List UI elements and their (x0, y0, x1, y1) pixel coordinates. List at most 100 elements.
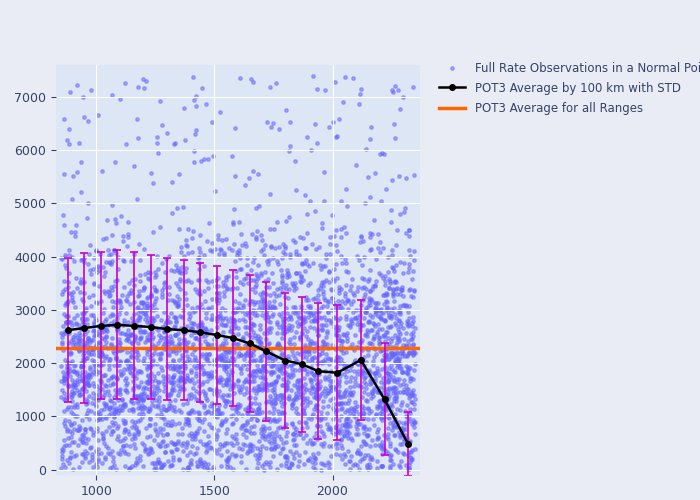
Full Rate Observations in a Normal Point (354, 410, 365, 418)
Full Rate Observations in a Normal Point (183, 464, 195, 472)
Full Rate Observations in a Normal Point (182, 357, 193, 365)
Full Rate Observations in a Normal Point (320, 354, 331, 362)
Full Rate Observations in a Normal Point (153, 393, 164, 401)
Full Rate Observations in a Normal Point (125, 368, 136, 376)
Full Rate Observations in a Normal Point (69, 232, 80, 240)
Full Rate Observations in a Normal Point (180, 241, 191, 249)
Full Rate Observations in a Normal Point (405, 410, 416, 418)
Full Rate Observations in a Normal Point (209, 356, 220, 364)
Full Rate Observations in a Normal Point (334, 430, 345, 438)
Full Rate Observations in a Normal Point (132, 134, 144, 142)
Full Rate Observations in a Normal Point (167, 386, 178, 394)
Full Rate Observations in a Normal Point (67, 367, 78, 375)
Full Rate Observations in a Normal Point (69, 303, 80, 311)
Full Rate Observations in a Normal Point (404, 226, 415, 234)
Full Rate Observations in a Normal Point (72, 380, 83, 388)
Full Rate Observations in a Normal Point (279, 318, 290, 326)
Full Rate Observations in a Normal Point (288, 281, 299, 289)
Full Rate Observations in a Normal Point (279, 314, 290, 322)
Full Rate Observations in a Normal Point (356, 442, 367, 450)
Full Rate Observations in a Normal Point (369, 441, 380, 449)
Full Rate Observations in a Normal Point (290, 389, 302, 397)
Full Rate Observations in a Normal Point (298, 364, 309, 372)
Full Rate Observations in a Normal Point (108, 422, 119, 430)
Full Rate Observations in a Normal Point (388, 390, 399, 398)
Full Rate Observations in a Normal Point (78, 113, 90, 121)
Full Rate Observations in a Normal Point (71, 332, 83, 340)
Full Rate Observations in a Normal Point (348, 406, 359, 414)
Full Rate Observations in a Normal Point (270, 417, 281, 425)
Full Rate Observations in a Normal Point (89, 254, 100, 262)
Full Rate Observations in a Normal Point (394, 433, 405, 441)
Full Rate Observations in a Normal Point (279, 360, 290, 368)
Full Rate Observations in a Normal Point (78, 350, 90, 358)
Full Rate Observations in a Normal Point (160, 320, 171, 328)
Full Rate Observations in a Normal Point (336, 304, 347, 312)
Full Rate Observations in a Normal Point (182, 462, 193, 470)
Full Rate Observations in a Normal Point (186, 343, 197, 351)
Full Rate Observations in a Normal Point (334, 376, 345, 384)
Full Rate Observations in a Normal Point (227, 319, 238, 327)
Full Rate Observations in a Normal Point (197, 380, 208, 388)
Full Rate Observations in a Normal Point (83, 381, 94, 389)
Full Rate Observations in a Normal Point (328, 275, 339, 283)
Full Rate Observations in a Normal Point (382, 434, 393, 442)
Full Rate Observations in a Normal Point (330, 423, 341, 431)
Full Rate Observations in a Normal Point (393, 335, 405, 343)
Full Rate Observations in a Normal Point (236, 230, 247, 237)
Full Rate Observations in a Normal Point (144, 421, 155, 429)
Full Rate Observations in a Normal Point (290, 268, 302, 276)
Full Rate Observations in a Normal Point (275, 350, 286, 358)
Full Rate Observations in a Normal Point (202, 284, 214, 292)
Full Rate Observations in a Normal Point (280, 386, 291, 394)
Full Rate Observations in a Normal Point (110, 355, 121, 363)
Full Rate Observations in a Normal Point (214, 293, 225, 301)
Full Rate Observations in a Normal Point (320, 340, 331, 348)
Full Rate Observations in a Normal Point (245, 320, 256, 328)
Full Rate Observations in a Normal Point (106, 296, 118, 304)
Full Rate Observations in a Normal Point (347, 344, 358, 351)
Full Rate Observations in a Normal Point (363, 430, 374, 438)
Full Rate Observations in a Normal Point (337, 298, 348, 306)
Full Rate Observations in a Normal Point (267, 428, 278, 436)
Full Rate Observations in a Normal Point (374, 312, 386, 320)
Full Rate Observations in a Normal Point (182, 415, 193, 423)
Full Rate Observations in a Normal Point (389, 423, 400, 431)
Full Rate Observations in a Normal Point (80, 447, 91, 455)
Full Rate Observations in a Normal Point (77, 358, 88, 366)
Full Rate Observations in a Normal Point (69, 403, 80, 411)
Full Rate Observations in a Normal Point (213, 274, 224, 282)
Full Rate Observations in a Normal Point (88, 344, 99, 352)
Full Rate Observations in a Normal Point (181, 302, 193, 310)
Full Rate Observations in a Normal Point (248, 356, 259, 364)
Full Rate Observations in a Normal Point (403, 302, 414, 310)
Full Rate Observations in a Normal Point (74, 321, 85, 329)
Full Rate Observations in a Normal Point (113, 296, 125, 304)
Full Rate Observations in a Normal Point (112, 347, 123, 355)
Full Rate Observations in a Normal Point (333, 382, 344, 390)
Full Rate Observations in a Normal Point (258, 374, 269, 382)
Full Rate Observations in a Normal Point (395, 424, 407, 432)
Full Rate Observations in a Normal Point (141, 433, 153, 441)
Full Rate Observations in a Normal Point (357, 336, 368, 344)
Full Rate Observations in a Normal Point (232, 376, 244, 384)
Full Rate Observations in a Normal Point (317, 302, 328, 310)
Full Rate Observations in a Normal Point (389, 267, 400, 275)
Full Rate Observations in a Normal Point (347, 388, 358, 396)
Full Rate Observations in a Normal Point (387, 350, 398, 358)
Full Rate Observations in a Normal Point (221, 460, 232, 468)
Full Rate Observations in a Normal Point (391, 321, 402, 329)
Full Rate Observations in a Normal Point (174, 276, 186, 284)
Full Rate Observations in a Normal Point (82, 406, 93, 414)
Full Rate Observations in a Normal Point (363, 366, 374, 374)
Full Rate Observations in a Normal Point (332, 400, 343, 408)
Full Rate Observations in a Normal Point (373, 371, 384, 379)
Full Rate Observations in a Normal Point (389, 384, 400, 392)
Full Rate Observations in a Normal Point (314, 243, 325, 251)
Full Rate Observations in a Normal Point (365, 136, 376, 143)
Full Rate Observations in a Normal Point (233, 400, 244, 408)
Full Rate Observations in a Normal Point (156, 438, 167, 446)
Full Rate Observations in a Normal Point (127, 314, 138, 322)
Full Rate Observations in a Normal Point (329, 408, 340, 416)
Full Rate Observations in a Normal Point (191, 356, 202, 364)
